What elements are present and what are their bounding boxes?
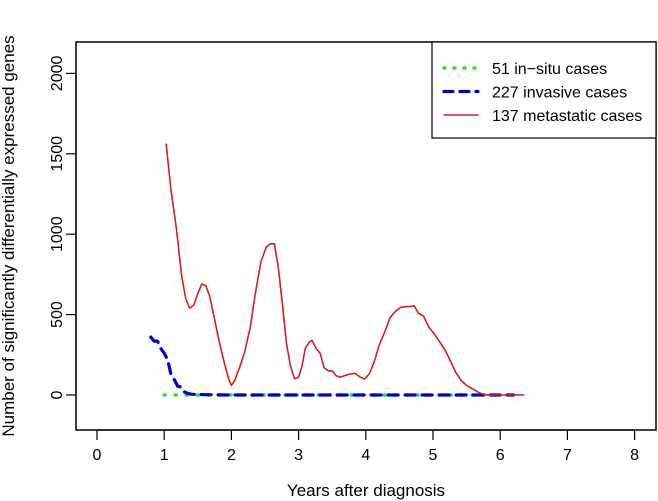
y-axis: 0 500 1000 1500 2000 xyxy=(49,56,77,399)
series-layer xyxy=(149,143,525,397)
x-tick-label: 2 xyxy=(227,447,236,464)
legend: 51 in−situ cases 227 invasive cases 137 me… xyxy=(431,41,657,139)
legend-label-1: 51 in−situ cases xyxy=(492,61,607,78)
series-line-3 xyxy=(165,143,525,396)
x-axis-label: Years after diagnosis xyxy=(287,481,445,500)
y-tick-label: 2000 xyxy=(49,56,66,92)
x-tick-label: 5 xyxy=(429,447,438,464)
x-tick-label: 8 xyxy=(630,447,639,464)
y-tick-label: 500 xyxy=(49,301,66,328)
x-tick-label: 1 xyxy=(160,447,169,464)
x-tick-label: 7 xyxy=(563,447,572,464)
x-tick-label: 0 xyxy=(93,447,102,464)
legend-label-2: 227 invasive cases xyxy=(492,85,627,102)
y-tick-label: 1000 xyxy=(49,216,66,252)
x-tick-label: 3 xyxy=(294,447,303,464)
series-line-2 xyxy=(149,335,516,397)
y-tick-label: 0 xyxy=(49,390,66,399)
y-axis-label: Number of significantly differentially e… xyxy=(0,35,18,436)
legend-label-3: 137 metastatic cases xyxy=(492,108,642,125)
x-tick-label: 6 xyxy=(496,447,505,464)
x-tick-label: 4 xyxy=(361,447,370,464)
y-tick-label: 1500 xyxy=(49,136,66,172)
x-axis: 0 1 2 3 4 5 6 7 8 xyxy=(93,429,639,464)
